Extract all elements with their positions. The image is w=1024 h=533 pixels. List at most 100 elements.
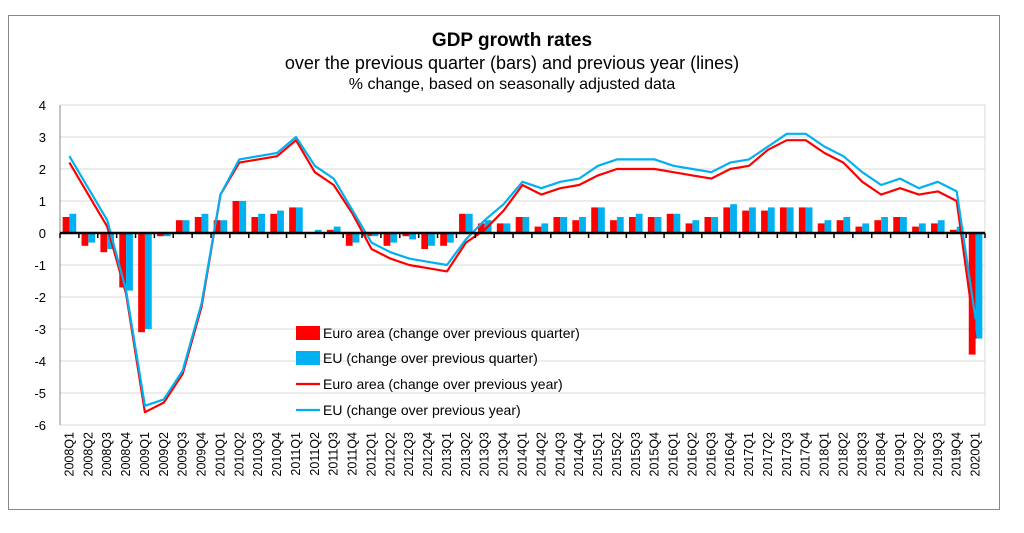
bar-eu-qoq — [862, 223, 870, 233]
bar-eu-qoq — [126, 233, 133, 291]
chart-subtitle-units: % change, based on seasonally adjusted d… — [348, 76, 676, 93]
bar-euro-area-qoq — [591, 207, 599, 233]
x-tick-label: 2010Q3 — [251, 432, 265, 477]
bar-euro-area-qoq — [836, 220, 844, 233]
bar-euro-area-qoq — [62, 217, 70, 233]
y-tick-label: -5 — [34, 386, 46, 401]
x-tick-label: 2016Q1 — [667, 432, 681, 477]
x-tick-label: 2012Q4 — [421, 432, 435, 477]
bar-eu-qoq — [635, 213, 643, 233]
x-tick-label: 2008Q1 — [62, 432, 76, 477]
bar-eu-qoq — [503, 223, 511, 233]
x-tick-label: 2009Q1 — [138, 432, 152, 477]
bar-euro-area-qoq — [817, 223, 825, 233]
y-tick-label: 2 — [39, 162, 46, 177]
x-tick-label: 2013Q1 — [440, 432, 454, 477]
bar-eu-qoq — [239, 201, 247, 233]
y-tick-label: 1 — [39, 194, 46, 209]
x-tick-label: 2018Q4 — [874, 432, 888, 477]
eu-yoy-line — [68, 132, 977, 407]
x-tick-label: 2008Q2 — [81, 432, 95, 477]
bar-euro-area-qoq — [496, 223, 504, 233]
bar-euro-area-qoq — [761, 210, 768, 233]
bar-eu-qoq — [314, 229, 322, 233]
bar-euro-area-qoq — [81, 233, 89, 246]
bar-euro-area-qoq — [100, 233, 108, 253]
bar-eu-qoq — [88, 233, 96, 243]
bar-eu-qoq — [937, 220, 945, 233]
bar-eu-qoq — [918, 223, 926, 233]
x-tick-label: 2011Q4 — [346, 432, 360, 476]
x-tick-label: 2012Q2 — [383, 432, 397, 477]
x-tick-label: 2013Q3 — [478, 432, 492, 477]
bar-eu-qoq — [333, 226, 341, 233]
bar-euro-area-qoq — [912, 226, 919, 233]
bar-euro-area-qoq — [893, 217, 901, 233]
x-tick-label: 2014Q1 — [516, 432, 530, 477]
bar-eu-qoq — [446, 233, 454, 243]
y-tick-label: -1 — [34, 258, 46, 273]
bar-euro-area-qoq — [119, 233, 127, 288]
x-tick-label: 2010Q1 — [213, 432, 227, 477]
x-tick-label: 2015Q3 — [629, 432, 643, 477]
bar-eu-qoq — [390, 233, 398, 243]
x-tick-label: 2019Q2 — [912, 432, 926, 477]
bar-euro-area-qoq — [175, 220, 183, 233]
bar-euro-area-qoq — [553, 217, 561, 233]
y-tick-label: -6 — [34, 418, 46, 433]
bar-eu-qoq — [767, 207, 775, 233]
bar-eu-qoq — [220, 220, 228, 233]
bar-eu-qoq — [843, 217, 851, 233]
y-tick-label: 0 — [39, 226, 46, 241]
bar-euro-area-qoq — [326, 229, 334, 233]
x-tick-label: 2017Q1 — [742, 432, 756, 477]
bar-eu-qoq — [541, 223, 549, 233]
bar-eu-qoq — [163, 233, 171, 237]
bar-eu-qoq — [824, 220, 832, 233]
x-tick-label: 2013Q2 — [459, 432, 473, 477]
bar-eu-qoq — [881, 217, 888, 233]
bar-eu-qoq — [616, 217, 624, 233]
x-tick-label: 2016Q2 — [685, 432, 699, 477]
bar-eu-qoq — [975, 233, 983, 339]
bar-eu-qoq — [295, 207, 303, 233]
x-tick-label: 2014Q2 — [534, 432, 548, 477]
x-tick-label: 2019Q1 — [893, 432, 907, 477]
bar-euro-area-qoq — [157, 233, 164, 237]
x-tick-label: 2015Q1 — [591, 432, 605, 477]
bar-eu-qoq — [371, 233, 379, 237]
bar-euro-area-qoq — [440, 233, 447, 246]
bar-eu-qoq — [749, 207, 756, 233]
chart-subtitle: over the previous quarter (bars) and pre… — [284, 53, 740, 73]
legend-swatch — [296, 326, 320, 340]
x-tick-label: 2008Q3 — [100, 432, 114, 477]
legend-label: Euro area (change over previous quarter) — [323, 325, 580, 341]
bar-euro-area-qoq — [364, 233, 372, 237]
x-tick-label: 2010Q2 — [232, 432, 246, 477]
bar-eu-qoq — [560, 217, 568, 233]
bar-euro-area-qoq — [949, 229, 957, 233]
x-tick-label: 2018Q1 — [818, 432, 832, 477]
x-tick-label: 2009Q3 — [176, 432, 190, 477]
x-tick-label: 2014Q3 — [553, 432, 567, 477]
legend-swatch — [296, 351, 320, 365]
x-tick-label: 2014Q4 — [572, 432, 586, 477]
bar-euro-area-qoq — [874, 220, 882, 233]
x-tick-label: 2009Q2 — [157, 432, 171, 477]
bar-eu-qoq — [182, 220, 190, 233]
x-tick-label: 2018Q2 — [836, 432, 850, 477]
bar-eu-qoq — [654, 217, 662, 233]
x-tick-label: 2008Q4 — [119, 432, 133, 477]
bar-eu-qoq — [352, 233, 360, 243]
bar-eu-qoq — [465, 213, 473, 233]
x-tick-label: 2012Q3 — [402, 432, 416, 477]
bar-eu-qoq — [409, 233, 417, 240]
bar-eu-qoq — [144, 233, 152, 329]
bar-euro-area-qoq — [402, 233, 410, 237]
bar-euro-area-qoq — [704, 217, 712, 233]
y-tick-label: -2 — [34, 290, 46, 305]
x-tick-label: 2016Q4 — [723, 432, 737, 477]
legend-label: EU (change over previous quarter) — [323, 350, 538, 366]
bar-eu-qoq — [522, 217, 530, 233]
